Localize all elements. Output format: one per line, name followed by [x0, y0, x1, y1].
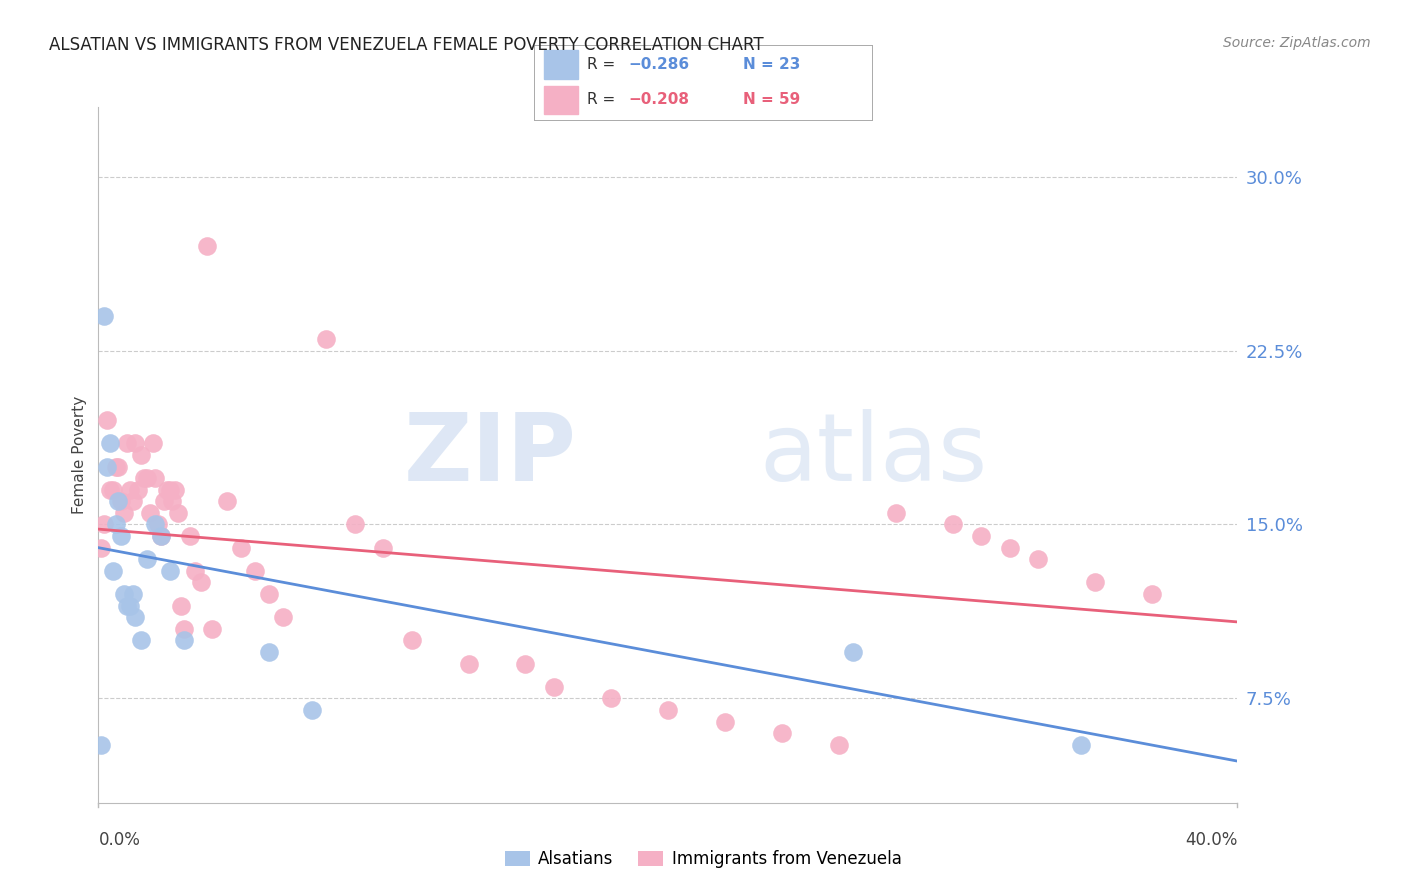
Point [107, 459, 129, 474]
Point [401, 633, 423, 648]
Point [118, 599, 141, 613]
Point [93, 517, 115, 532]
Point [343, 517, 366, 532]
Bar [544, 86, 578, 114]
Point [127, 483, 149, 497]
Point [273, 610, 295, 624]
Point [145, 471, 167, 485]
Bar [544, 50, 578, 78]
Point [457, 657, 479, 671]
Point [1026, 552, 1049, 566]
Text: ZIP: ZIP [404, 409, 576, 501]
Point [657, 703, 679, 717]
Point [301, 703, 323, 717]
Point [315, 332, 337, 346]
Text: N = 59: N = 59 [744, 93, 801, 107]
Point [259, 587, 281, 601]
Point [150, 529, 173, 543]
Point [842, 645, 865, 659]
Point [884, 506, 907, 520]
Point [156, 483, 179, 497]
Point [1140, 587, 1163, 601]
Legend: Alsatians, Immigrants from Venezuela: Alsatians, Immigrants from Venezuela [498, 844, 908, 875]
Point [229, 541, 252, 555]
Point [215, 494, 238, 508]
Point [190, 575, 212, 590]
Point [107, 494, 129, 508]
Point [165, 483, 187, 497]
Point [179, 529, 201, 543]
Point [600, 691, 623, 706]
Text: −0.208: −0.208 [628, 93, 690, 107]
Point [173, 633, 195, 648]
Point [141, 436, 163, 450]
Text: 0.0%: 0.0% [98, 830, 141, 848]
Point [942, 517, 965, 532]
Y-axis label: Female Poverty: Female Poverty [72, 396, 87, 514]
Point [770, 726, 793, 740]
Point [112, 506, 135, 520]
Point [121, 494, 143, 508]
Point [1084, 575, 1107, 590]
Text: ALSATIAN VS IMMIGRANTS FROM VENEZUELA FEMALE POVERTY CORRELATION CHART: ALSATIAN VS IMMIGRANTS FROM VENEZUELA FE… [49, 36, 763, 54]
Point [96, 459, 118, 474]
Text: N = 23: N = 23 [744, 57, 801, 72]
Point [98, 483, 121, 497]
Point [153, 494, 176, 508]
Point [110, 494, 132, 508]
Point [90, 541, 112, 555]
Text: 40.0%: 40.0% [1185, 830, 1237, 848]
Point [138, 506, 160, 520]
Point [259, 645, 281, 659]
Text: −0.286: −0.286 [628, 57, 690, 72]
Point [970, 529, 993, 543]
Text: R =: R = [586, 93, 620, 107]
Point [243, 564, 266, 578]
Point [115, 436, 138, 450]
Text: R =: R = [586, 57, 620, 72]
Point [148, 517, 170, 532]
Text: atlas: atlas [759, 409, 987, 501]
Point [98, 436, 121, 450]
Point [1070, 738, 1092, 752]
Point [184, 564, 207, 578]
Point [129, 633, 152, 648]
Point [828, 738, 851, 752]
Point [93, 309, 115, 323]
Point [998, 541, 1021, 555]
Point [195, 239, 218, 253]
Point [110, 529, 132, 543]
Point [543, 680, 565, 694]
Point [124, 436, 146, 450]
Point [104, 517, 127, 532]
Point [129, 448, 152, 462]
Point [167, 506, 190, 520]
Point [118, 483, 141, 497]
Point [201, 622, 224, 636]
Point [515, 657, 537, 671]
Point [121, 587, 143, 601]
Point [173, 622, 195, 636]
Point [170, 599, 193, 613]
Point [162, 494, 184, 508]
Point [101, 483, 124, 497]
Point [96, 413, 118, 427]
Point [104, 459, 127, 474]
Point [101, 564, 124, 578]
Point [373, 541, 395, 555]
Point [115, 599, 138, 613]
Point [145, 517, 167, 532]
Point [135, 552, 157, 566]
Point [159, 564, 181, 578]
Point [159, 483, 181, 497]
Point [150, 529, 173, 543]
Text: Source: ZipAtlas.com: Source: ZipAtlas.com [1223, 36, 1371, 50]
Point [135, 471, 157, 485]
Point [714, 714, 737, 729]
Point [90, 738, 112, 752]
Point [112, 587, 135, 601]
Point [132, 471, 155, 485]
Point [124, 610, 146, 624]
